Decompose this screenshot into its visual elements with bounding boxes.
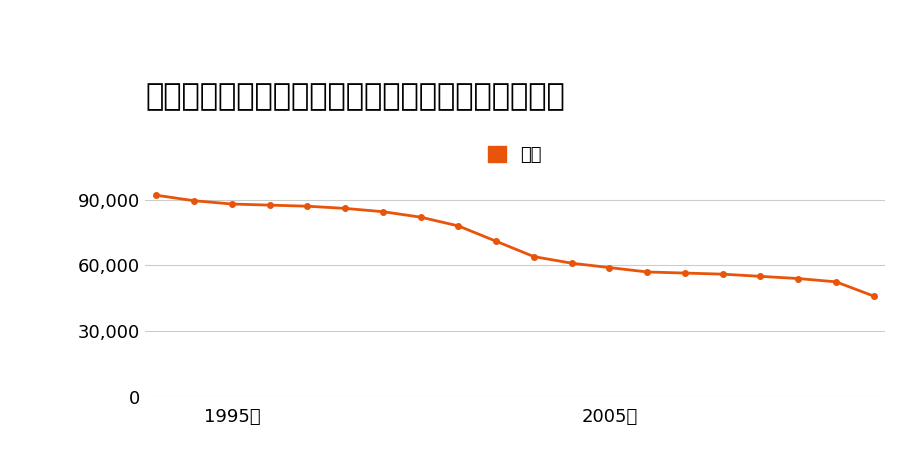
価格	[831, 279, 842, 284]
価格	[642, 269, 652, 274]
価格	[528, 254, 539, 259]
価格	[491, 238, 501, 244]
価格	[377, 209, 388, 214]
価格	[755, 274, 766, 279]
価格	[566, 261, 577, 266]
価格	[415, 215, 426, 220]
価格	[680, 270, 690, 276]
価格	[189, 198, 200, 203]
Text: 愛知県西尾市大字一色字前新田１５４番の地価推移: 愛知県西尾市大字一色字前新田１５４番の地価推移	[145, 82, 565, 112]
価格	[265, 202, 275, 208]
価格	[453, 223, 464, 229]
価格	[793, 276, 804, 281]
価格	[340, 206, 351, 211]
Legend: 価格: 価格	[481, 139, 549, 171]
Line: 価格: 価格	[154, 193, 877, 299]
価格	[604, 265, 615, 270]
価格	[302, 203, 313, 209]
価格	[717, 271, 728, 277]
価格	[227, 201, 238, 207]
価格	[151, 193, 162, 198]
価格	[868, 293, 879, 299]
